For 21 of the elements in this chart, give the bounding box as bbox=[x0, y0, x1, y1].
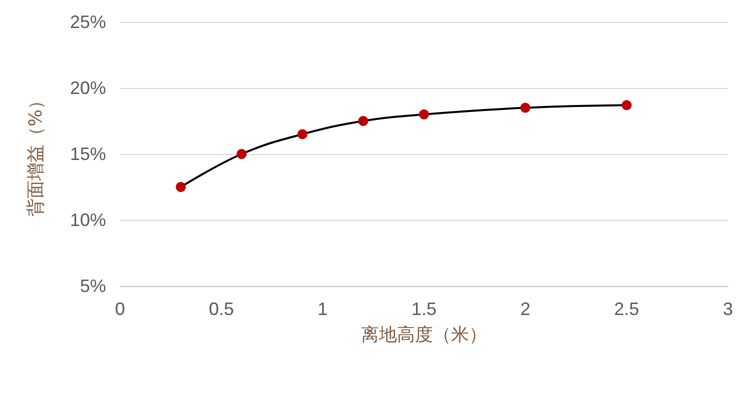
x-tick-label: 0.5 bbox=[208, 299, 234, 319]
x-tick-label: 0 bbox=[114, 299, 126, 319]
y-tick-label: 5% bbox=[80, 276, 106, 296]
x-tick-label: 3 bbox=[722, 299, 734, 319]
y-axis-title: 背面增益（%） bbox=[26, 91, 46, 217]
x-tick-label: 2.5 bbox=[614, 299, 640, 319]
point bbox=[176, 182, 186, 192]
x-axis-title: 离地高度（米） bbox=[361, 324, 487, 346]
point bbox=[236, 149, 247, 159]
y-tick-label: 10% bbox=[70, 210, 106, 230]
y-tick-label: 15% bbox=[70, 144, 106, 164]
point bbox=[622, 100, 632, 110]
y-tick-label: 25% bbox=[70, 12, 106, 32]
point bbox=[419, 109, 429, 120]
x-tick-label: 2 bbox=[520, 299, 530, 319]
y-tick-label: 20% bbox=[70, 78, 106, 98]
point bbox=[520, 102, 530, 113]
point bbox=[358, 116, 368, 126]
point bbox=[297, 129, 308, 140]
x-tick-label: 1 bbox=[318, 299, 328, 319]
x-tick-label: 1.5 bbox=[411, 299, 437, 319]
